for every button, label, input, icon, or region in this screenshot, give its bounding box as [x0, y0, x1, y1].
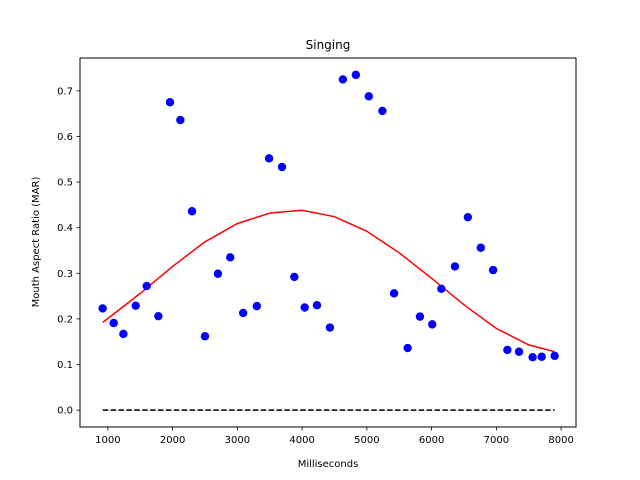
scatter-point	[503, 345, 512, 355]
x-tick-label: 3000	[225, 435, 250, 446]
scatter-point	[338, 75, 348, 84]
y-tick-label: 0.3	[57, 269, 73, 280]
y-tick-label: 0.4	[57, 223, 73, 234]
scatter-point	[176, 115, 185, 125]
scatter-point	[450, 262, 460, 271]
scatter-point	[264, 154, 274, 163]
scatter-point	[550, 351, 559, 361]
scatter-point	[325, 323, 335, 332]
scatter-point	[463, 212, 473, 222]
fit-curve-line	[102, 209, 555, 353]
scatter-point	[200, 332, 210, 341]
x-tick-label: 4000	[289, 435, 314, 446]
scatter-point	[109, 318, 118, 328]
scatter-point	[187, 207, 197, 216]
y-axis-title: Mouth Aspect Ratio (MAR)	[31, 177, 42, 308]
scatter-point	[351, 70, 361, 80]
scatter-point	[300, 303, 309, 312]
y-tick-label: 0.0	[57, 406, 73, 417]
scatter-point	[277, 162, 287, 172]
scatter-point	[437, 284, 446, 293]
y-tick-label: 0.2	[57, 314, 73, 325]
scatter-point	[119, 329, 128, 339]
scatter-point	[238, 308, 248, 318]
scatter-point	[154, 311, 163, 321]
scatter-point	[528, 353, 537, 362]
scatter-point	[226, 253, 235, 262]
axes-frame	[79, 57, 577, 428]
y-axis: 0.0 0.1 0.2 0.3 0.4 0.5 0.6 0.7	[57, 86, 80, 417]
x-axis: 1000 2000 3000 4000 5000 6000 7000 8000	[95, 427, 574, 446]
scatter-point	[415, 312, 425, 321]
x-tick-label: 5000	[354, 435, 379, 446]
scatter-point	[488, 265, 498, 275]
scatter-point	[364, 92, 373, 101]
scatter-point	[312, 301, 322, 310]
y-tick-label: 0.5	[57, 178, 73, 189]
scatter-point	[213, 269, 223, 278]
y-tick-label: 0.6	[57, 132, 73, 143]
scatter-point	[252, 301, 261, 311]
chart-title: Singing	[306, 38, 351, 52]
scatter-point	[142, 281, 151, 291]
scatter-point	[476, 243, 486, 252]
plot-area	[98, 70, 559, 411]
scatter-point	[290, 272, 299, 282]
scatter-point	[389, 289, 399, 298]
scatter-point	[428, 320, 437, 329]
scatter-point	[537, 352, 546, 361]
y-tick-label: 0.7	[57, 86, 73, 97]
scatter-point	[165, 98, 175, 107]
scatter-point	[98, 304, 107, 313]
x-axis-title: Milliseconds	[298, 459, 359, 470]
x-tick-label: 7000	[484, 435, 509, 446]
x-tick-label: 1000	[95, 435, 120, 446]
x-tick-label: 6000	[419, 435, 444, 446]
scatter-point	[378, 106, 387, 116]
x-tick-label: 8000	[548, 435, 573, 446]
y-tick-label: 0.1	[57, 360, 73, 371]
x-tick-label: 2000	[160, 435, 185, 446]
scatter-point	[403, 343, 412, 353]
scatter-point	[514, 347, 524, 356]
scatter-point	[131, 301, 140, 310]
